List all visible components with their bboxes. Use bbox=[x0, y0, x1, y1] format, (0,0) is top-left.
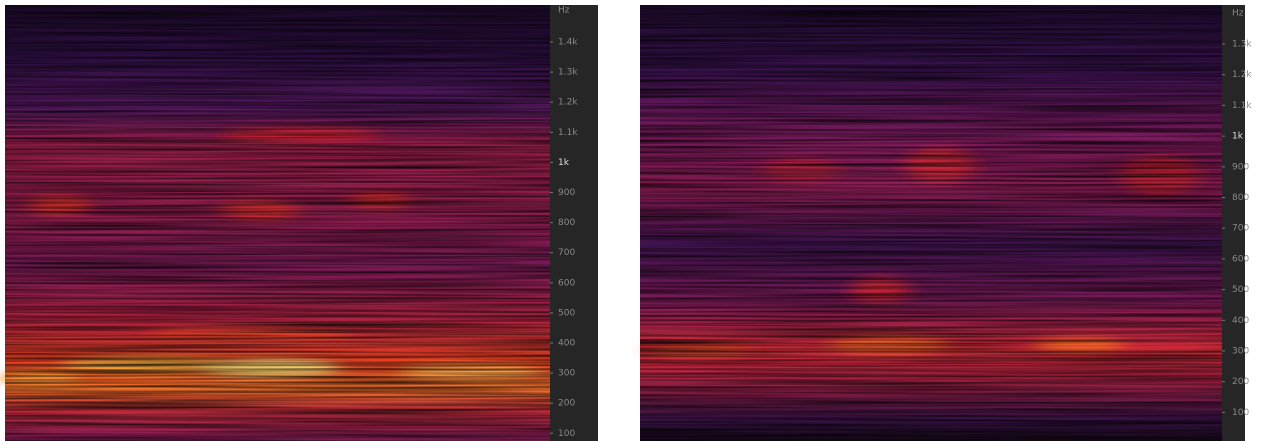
tick-label: 1.1k bbox=[558, 128, 578, 138]
tick-label: 1.3k bbox=[558, 68, 578, 78]
tick-label: 100 bbox=[1232, 408, 1249, 418]
tick-label: 500 bbox=[558, 308, 575, 318]
tick-label: 800 bbox=[558, 218, 575, 228]
tick-label: 400 bbox=[558, 339, 575, 349]
frequency-axis bbox=[550, 5, 598, 441]
tick-label: 1k bbox=[558, 158, 570, 168]
tick-label: 1.4k bbox=[558, 38, 578, 48]
tick-label: 900 bbox=[558, 188, 575, 198]
tick-label: 300 bbox=[558, 369, 575, 379]
tick-label: 1.2k bbox=[558, 98, 578, 108]
tick-label: 300 bbox=[1232, 347, 1249, 357]
tick-label: 800 bbox=[1232, 193, 1249, 203]
spectrogram-right bbox=[640, 5, 1245, 441]
tick-label: 700 bbox=[558, 248, 575, 258]
tick-label: 100 bbox=[558, 429, 575, 439]
spectrogram-noise bbox=[5, 5, 550, 441]
tick-label: 1k bbox=[1232, 132, 1244, 142]
tick-label: 600 bbox=[1232, 254, 1249, 264]
tick-label: 900 bbox=[1232, 162, 1249, 172]
tick-label: 600 bbox=[558, 278, 575, 288]
tick-label: 500 bbox=[1232, 285, 1249, 295]
axis-unit: Hz bbox=[558, 6, 570, 16]
tick-label: 700 bbox=[1232, 224, 1249, 234]
tick-label: 200 bbox=[558, 399, 575, 409]
spectrogram-left bbox=[0, 5, 598, 441]
tick-label: 200 bbox=[1232, 377, 1249, 387]
spectrogram-noise bbox=[640, 5, 1222, 441]
axis-unit: Hz bbox=[1232, 9, 1244, 19]
tick-label: 400 bbox=[1232, 316, 1249, 326]
tick-label: 1.3k bbox=[1232, 40, 1252, 50]
tick-label: 1.2k bbox=[1232, 70, 1252, 80]
tick-label: 1.1k bbox=[1232, 101, 1252, 111]
frequency-axis bbox=[1222, 5, 1245, 441]
